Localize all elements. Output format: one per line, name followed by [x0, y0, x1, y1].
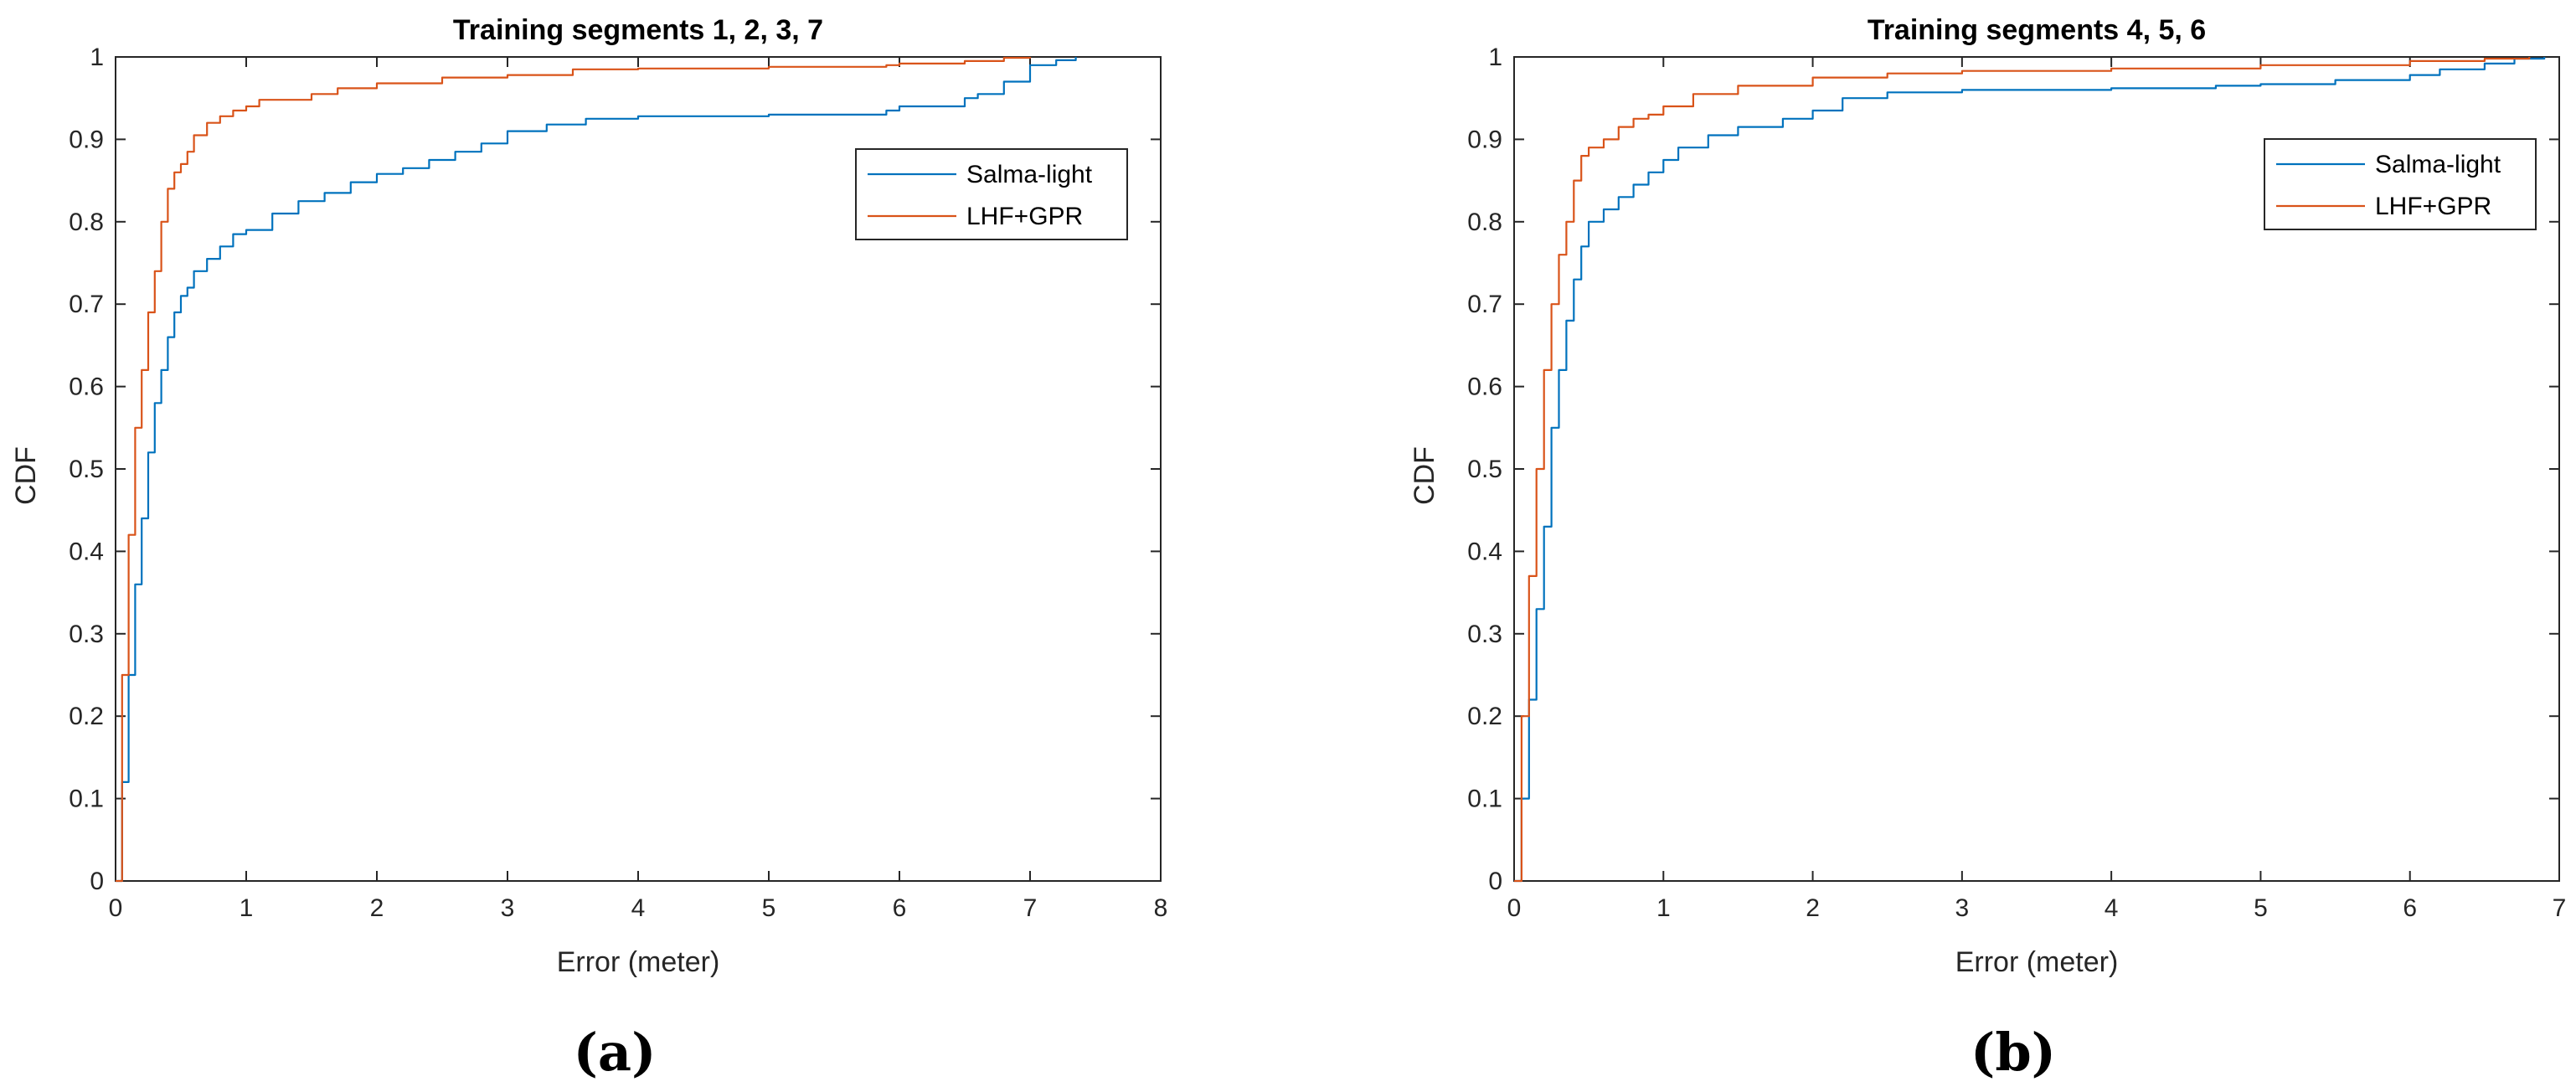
- chart-title: Training segments 1, 2, 3, 7: [453, 14, 823, 46]
- panel-caption: (b): [1971, 1022, 2056, 1083]
- x-tick-label: 6: [2403, 894, 2417, 922]
- legend-box: [855, 148, 1128, 240]
- x-tick-label: 2: [370, 894, 384, 922]
- legend: Salma-light LHF+GPR: [855, 148, 1128, 240]
- y-tick-label: 0.8: [69, 209, 104, 236]
- y-tick-label: 0: [90, 868, 104, 895]
- y-tick-label: 0.9: [1467, 126, 1502, 153]
- y-tick-label: 1: [1488, 44, 1502, 71]
- legend-entry: Salma-light: [2375, 151, 2501, 178]
- x-tick-label: 1: [1656, 894, 1671, 922]
- x-tick-label: 3: [1955, 894, 1970, 922]
- x-tick-label: 7: [2553, 894, 2567, 922]
- y-tick-label: 0.5: [1467, 456, 1502, 483]
- y-tick-label: 0.5: [69, 456, 104, 483]
- x-tick-label: 4: [2105, 894, 2119, 922]
- x-tick-label: 4: [631, 894, 646, 922]
- y-tick-label: 0.1: [69, 786, 104, 813]
- y-tick-label: 0.6: [69, 373, 104, 401]
- y-tick-label: 0.6: [1467, 373, 1502, 401]
- y-tick-label: 0.4: [69, 538, 104, 565]
- y-tick-label: 0.1: [1467, 786, 1502, 813]
- x-axis-label: Error (meter): [557, 946, 720, 978]
- panel-caption: (a): [574, 1022, 657, 1083]
- y-tick-label: 0.3: [69, 621, 104, 648]
- chart-panel-a: Training segments 1, 2, 3, 7 CDF Error (…: [10, 14, 1167, 1083]
- x-tick-label: 0: [1507, 894, 1522, 922]
- x-axis-label: Error (meter): [1955, 946, 2119, 978]
- x-tick-label: 6: [893, 894, 907, 922]
- y-axis-label: CDF: [10, 446, 42, 505]
- y-tick-label: 0.2: [69, 703, 104, 730]
- y-tick-label: 0.8: [1467, 209, 1502, 236]
- x-tick-label: 0: [109, 894, 123, 922]
- y-tick-label: 0.7: [1467, 291, 1502, 318]
- series-line-lhf-gpr: [1514, 57, 2531, 883]
- x-tick-label: 7: [1023, 894, 1038, 922]
- x-tick-label: 2: [1806, 894, 1820, 922]
- x-tick-label: 5: [2254, 894, 2268, 922]
- chart-title: Training segments 4, 5, 6: [1868, 14, 2206, 46]
- y-tick-label: 0.3: [1467, 621, 1502, 648]
- legend-box: [2264, 138, 2537, 230]
- series-line-salma-light: [116, 57, 1077, 883]
- legend-entry: LHF+GPR: [2375, 193, 2491, 220]
- y-tick-label: 0.7: [69, 291, 104, 318]
- series-line-salma-light: [1514, 57, 2546, 883]
- chart-panel-b: Training segments 4, 5, 6 CDF Error (met…: [1409, 14, 2566, 1083]
- y-tick-label: 1: [90, 44, 104, 71]
- series-line-lhf-gpr: [116, 56, 1032, 883]
- x-tick-label: 8: [1154, 894, 1168, 922]
- y-tick-label: 0.2: [1467, 703, 1502, 730]
- y-tick-label: 0.9: [69, 126, 104, 153]
- x-tick-label: 1: [240, 894, 254, 922]
- legend-entry: LHF+GPR: [966, 203, 1083, 230]
- y-axis-label: CDF: [1409, 446, 1440, 505]
- y-tick-label: 0: [1488, 868, 1502, 895]
- x-tick-label: 3: [501, 894, 515, 922]
- y-tick-label: 0.4: [1467, 538, 1502, 565]
- x-tick-label: 5: [762, 894, 776, 922]
- legend: Salma-light LHF+GPR: [2264, 138, 2537, 230]
- legend-entry: Salma-light: [966, 161, 1093, 188]
